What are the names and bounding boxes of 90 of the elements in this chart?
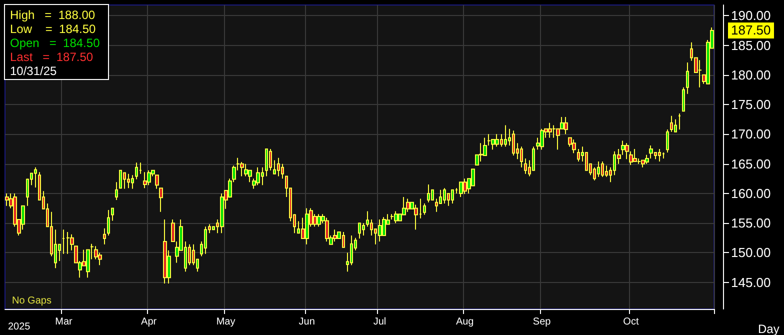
y-tick-label: 145.00 (731, 274, 771, 290)
candlestick (520, 146, 523, 168)
candlestick (358, 222, 361, 239)
candlestick (325, 217, 329, 242)
candlestick (686, 62, 689, 94)
candlestick (633, 148, 637, 162)
candlestick (155, 174, 159, 190)
x-tick-label: Mar (55, 316, 74, 328)
candlestick (670, 115, 673, 132)
candlestick (378, 219, 382, 242)
y-tick-label: 150.00 (731, 245, 771, 260)
candlestick (463, 178, 467, 195)
candlestick (459, 182, 463, 198)
candlestick (666, 128, 669, 154)
candlestick (220, 192, 224, 234)
candlestick (115, 182, 118, 200)
candlestick (524, 158, 527, 174)
candlestick (107, 210, 110, 236)
y-tick-label: 180.00 (731, 67, 771, 82)
x-tick-label: Aug (456, 316, 474, 328)
annotation: Last = 187.50 (10, 50, 94, 64)
candlestick (256, 166, 260, 186)
candlestick (159, 188, 163, 212)
annotation: High = 188.00 (10, 8, 96, 22)
candlestick (564, 116, 568, 135)
candlestick (548, 122, 552, 138)
candlestick (123, 172, 126, 190)
candlestick (147, 170, 151, 186)
candlestick (674, 118, 677, 132)
x-tick-label: Sep (532, 316, 552, 328)
candlestick (678, 112, 681, 130)
candlestick (127, 173, 130, 189)
x-tick-label: Jul (373, 316, 386, 328)
candlestick (143, 172, 147, 189)
annotation: No Gaps (12, 296, 52, 306)
candlestick (495, 134, 499, 148)
annotation: 10/31/25 (10, 64, 58, 78)
candlestick (119, 170, 122, 189)
y-tick-label: 185.00 (731, 38, 771, 53)
x-tick-label: Jun (298, 316, 315, 328)
candlestick (443, 188, 446, 204)
y-tick-label: 190.00 (731, 8, 771, 24)
candlestick (62, 229, 65, 254)
y-tick-label: 170.00 (731, 126, 771, 142)
candlestick (427, 184, 430, 203)
y-tick-label: 155.00 (731, 216, 771, 231)
candlestick (333, 229, 337, 242)
candlestick (163, 219, 167, 284)
candlestick (273, 160, 276, 174)
candlestick (131, 174, 134, 190)
candlestick (572, 139, 576, 154)
y-tick-label: 175.00 (731, 97, 771, 112)
candlestick (394, 210, 398, 224)
candlestick (504, 124, 507, 148)
candlestick (362, 222, 365, 236)
candlestick (305, 208, 309, 245)
candlestick (240, 162, 244, 177)
candlestick (66, 231, 70, 254)
candlestick (682, 86, 685, 112)
candlestick (317, 214, 321, 228)
candlestick (423, 203, 426, 216)
candlestick (698, 60, 702, 88)
candlestick (277, 157, 280, 177)
candlestick (601, 160, 604, 178)
annotation: Open = 184.50 (10, 36, 100, 50)
text: 2025 (8, 322, 31, 332)
candlestick (70, 234, 74, 251)
y-tick-label: 165.00 (731, 156, 771, 172)
candlestick (512, 130, 515, 156)
annotation: Low = 184.50 (10, 22, 96, 36)
x-tick-label: Apr (141, 316, 158, 328)
candlestick (265, 148, 268, 177)
candlestick (540, 128, 544, 150)
candlestick (5, 192, 9, 206)
candlestick (204, 226, 207, 254)
candlestick (577, 148, 580, 162)
candlestick (135, 162, 138, 180)
x-tick-label: Oct (623, 316, 639, 328)
candlestick (658, 148, 661, 162)
candlestick (103, 228, 106, 245)
candlestick (390, 214, 394, 220)
candlestick (662, 152, 665, 159)
candlestick (406, 198, 410, 212)
text: 187.50 (731, 22, 771, 38)
candlestick (597, 160, 600, 178)
candlestick (451, 189, 454, 204)
candlestick (34, 166, 37, 188)
y-tick-label: 160.00 (731, 186, 771, 201)
candlestick (111, 208, 114, 222)
x-tick-label: May (216, 316, 236, 328)
